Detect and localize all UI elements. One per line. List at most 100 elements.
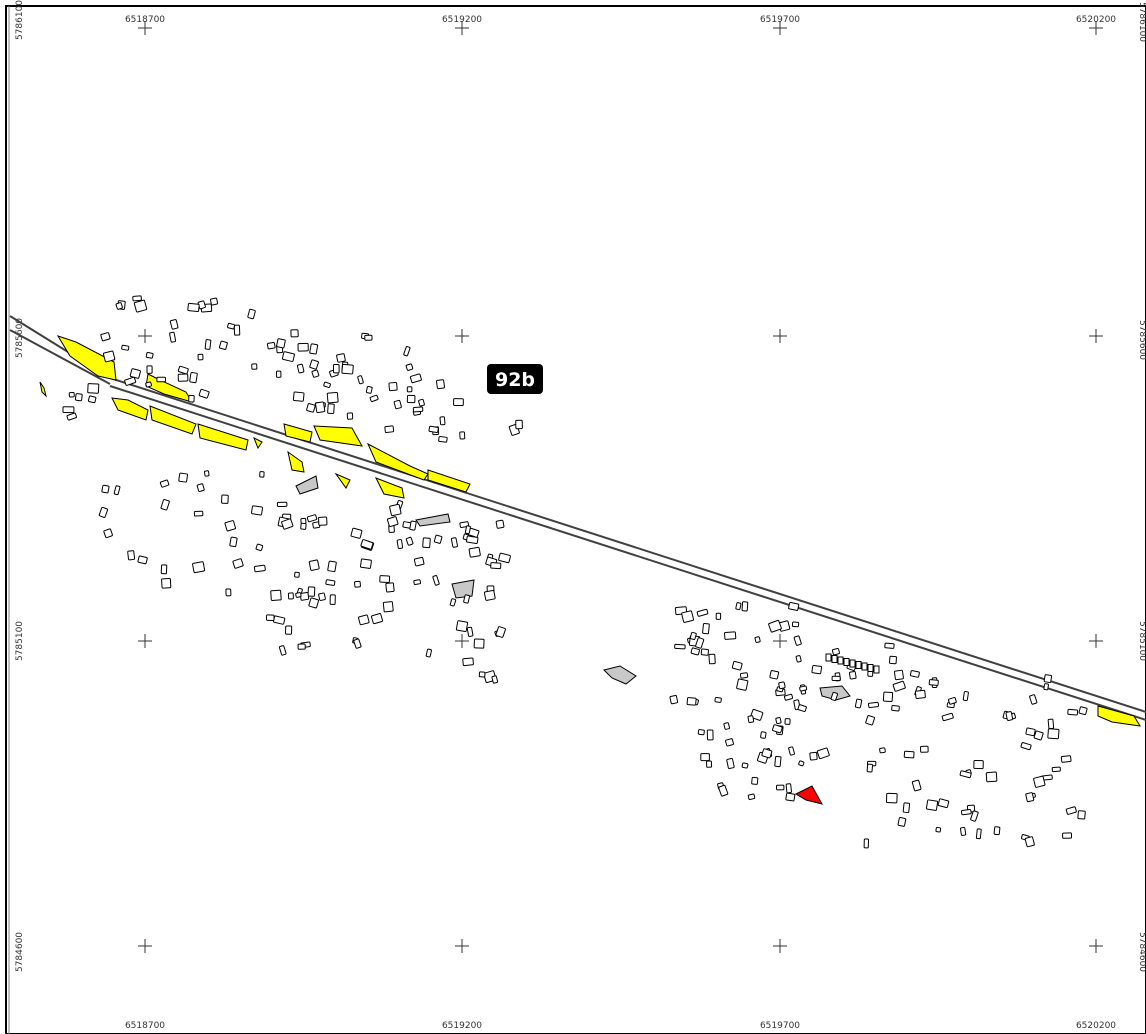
building xyxy=(795,655,802,663)
building xyxy=(897,816,907,827)
building-footprints xyxy=(62,295,1088,849)
building xyxy=(145,381,152,388)
building xyxy=(433,534,443,544)
building xyxy=(177,373,189,382)
building xyxy=(388,381,398,392)
grid-cross xyxy=(455,634,469,648)
building xyxy=(830,691,839,702)
building xyxy=(975,828,982,840)
grid-crosses xyxy=(138,21,1103,953)
building xyxy=(132,295,142,302)
building xyxy=(309,343,319,355)
building xyxy=(189,372,198,384)
building xyxy=(382,601,394,613)
building xyxy=(775,784,785,791)
building xyxy=(227,322,236,330)
building xyxy=(354,580,361,588)
building xyxy=(255,543,264,552)
building xyxy=(920,745,929,753)
building xyxy=(449,598,457,607)
building xyxy=(439,416,446,426)
building xyxy=(178,472,188,483)
x-label-bottom-4: 6520200 xyxy=(1076,1021,1116,1031)
building xyxy=(350,527,363,539)
building xyxy=(785,792,796,802)
railway-line xyxy=(9,315,1146,721)
grid-cross xyxy=(1089,329,1103,343)
grid-cross xyxy=(773,634,787,648)
building xyxy=(715,612,722,620)
building xyxy=(879,747,886,754)
building xyxy=(937,798,950,809)
building xyxy=(1067,708,1079,716)
building xyxy=(1060,755,1072,763)
grid-cross xyxy=(455,329,469,343)
building xyxy=(405,363,414,371)
building xyxy=(129,368,141,379)
building xyxy=(389,503,402,517)
building xyxy=(358,614,370,626)
grid-cross xyxy=(138,21,152,35)
building xyxy=(453,398,464,407)
building xyxy=(87,383,100,394)
building xyxy=(203,470,210,477)
building xyxy=(251,363,258,370)
building xyxy=(1029,694,1038,705)
x-label-bottom-2: 6519200 xyxy=(442,1021,482,1031)
building xyxy=(816,747,830,760)
x-label-top-1: 6518700 xyxy=(125,15,165,25)
building xyxy=(849,659,856,668)
building xyxy=(74,393,83,402)
building xyxy=(370,613,384,625)
building xyxy=(450,537,458,548)
x-label-bottom-3: 6519700 xyxy=(760,1021,800,1031)
x-label-bottom-1: 6518700 xyxy=(125,1021,165,1031)
svg-text:92b: 92b xyxy=(495,369,535,391)
building xyxy=(739,672,749,679)
building xyxy=(970,810,979,822)
building xyxy=(893,669,904,681)
building xyxy=(428,425,439,434)
building xyxy=(495,626,506,638)
building xyxy=(706,760,713,768)
building xyxy=(62,406,75,414)
building xyxy=(364,334,373,341)
building xyxy=(369,394,379,403)
building xyxy=(412,406,424,413)
building xyxy=(294,571,300,578)
highlight-red-building xyxy=(794,785,823,805)
building xyxy=(735,602,742,611)
building xyxy=(438,436,448,443)
y-label-right-2: 5785600 xyxy=(1137,320,1146,360)
building xyxy=(266,341,276,350)
building xyxy=(197,353,204,361)
building xyxy=(270,589,282,601)
building xyxy=(843,658,850,666)
x-label-top-3: 6519700 xyxy=(760,15,800,25)
building xyxy=(891,705,900,712)
building xyxy=(384,425,395,434)
building xyxy=(793,635,802,646)
building xyxy=(297,643,306,650)
building xyxy=(768,619,782,633)
building xyxy=(66,412,77,421)
y-label-left-2: 5785600 xyxy=(15,318,25,358)
building xyxy=(292,391,305,402)
building xyxy=(306,514,318,523)
y-label-right-1: 5786100 xyxy=(1137,2,1146,42)
building xyxy=(775,717,782,725)
building xyxy=(473,638,485,649)
grid-cross xyxy=(138,634,152,648)
building xyxy=(914,689,926,699)
building xyxy=(809,751,818,761)
building xyxy=(708,653,716,665)
building xyxy=(229,536,238,548)
building xyxy=(985,771,998,783)
grid-cross xyxy=(1089,939,1103,953)
building xyxy=(723,722,730,730)
building xyxy=(959,770,972,779)
building xyxy=(365,385,373,394)
building xyxy=(791,621,800,628)
building xyxy=(1051,766,1061,773)
building xyxy=(863,838,869,849)
